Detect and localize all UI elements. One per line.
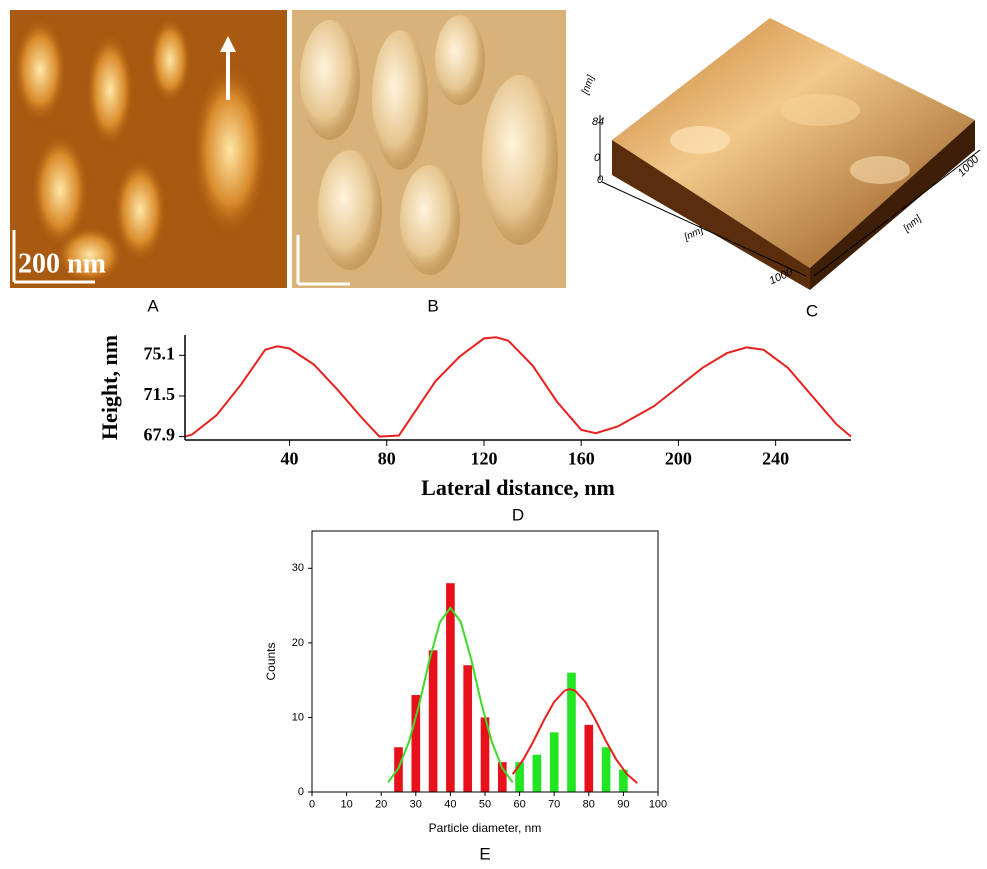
x-tick-label: 80 xyxy=(583,799,595,811)
x-tick-label: 40 xyxy=(281,449,299,469)
tick-label: 84 xyxy=(592,116,604,128)
bar xyxy=(411,695,420,792)
bar xyxy=(550,732,559,792)
data-line xyxy=(185,337,851,436)
afm-3d-image: [nm] 84 0 0 [nm] 1000 [nm] 1000 xyxy=(580,18,982,290)
bar xyxy=(463,665,472,792)
panel-label: A xyxy=(147,296,159,315)
x-axis-label: Lateral distance, nm xyxy=(421,475,615,500)
y-tick-label: 75.1 xyxy=(144,343,176,363)
y-tick-label: 0 xyxy=(298,786,304,798)
y-tick-label: 10 xyxy=(292,711,304,723)
x-tick-label: 20 xyxy=(375,799,387,811)
x-tick-label: 120 xyxy=(470,449,497,469)
axis-label: [nm] xyxy=(901,213,924,235)
scale-bar-label: 200 nm xyxy=(18,248,106,279)
figure: 200 nm A B [nm] 84 0 0 [nm] 1000 [nm] 10… xyxy=(0,0,987,864)
y-tick-label: 71.5 xyxy=(144,384,176,404)
y-axis-label: Height, nm xyxy=(97,335,122,440)
x-tick-label: 10 xyxy=(340,799,352,811)
x-tick-label: 80 xyxy=(378,449,396,469)
x-tick-label: 90 xyxy=(617,799,629,811)
bar xyxy=(584,725,593,792)
bar xyxy=(533,755,542,792)
x-tick-label: 100 xyxy=(649,799,667,811)
afm-height-image: 200 nm xyxy=(10,10,287,288)
tick-label: 0 xyxy=(594,152,601,164)
panel-label: B xyxy=(427,296,438,315)
x-tick-label: 50 xyxy=(479,799,491,811)
bar xyxy=(429,650,438,792)
x-axis-label: Particle diameter, nm xyxy=(429,821,542,835)
y-tick-label: 20 xyxy=(292,637,304,649)
x-tick-label: 0 xyxy=(309,799,315,811)
panel-label: D xyxy=(512,505,524,524)
bar xyxy=(602,747,611,792)
y-tick-label: 67.9 xyxy=(144,425,176,445)
x-tick-label: 30 xyxy=(410,799,422,811)
bar xyxy=(446,583,455,792)
x-tick-label: 160 xyxy=(568,449,595,469)
x-tick-label: 200 xyxy=(665,449,692,469)
x-tick-label: 70 xyxy=(548,799,560,811)
x-tick-label: 40 xyxy=(444,799,456,811)
y-axis-label: Counts xyxy=(264,642,278,680)
x-tick-label: 60 xyxy=(513,799,525,811)
tick-label: 0 xyxy=(597,174,604,186)
y-tick-label: 30 xyxy=(292,562,304,574)
panel-label: E xyxy=(479,844,490,863)
bar xyxy=(515,762,524,792)
panel-label: C xyxy=(806,301,818,320)
x-tick-label: 240 xyxy=(762,449,789,469)
afm-phase-image xyxy=(292,10,566,288)
axis-label: [nm] xyxy=(580,74,597,97)
